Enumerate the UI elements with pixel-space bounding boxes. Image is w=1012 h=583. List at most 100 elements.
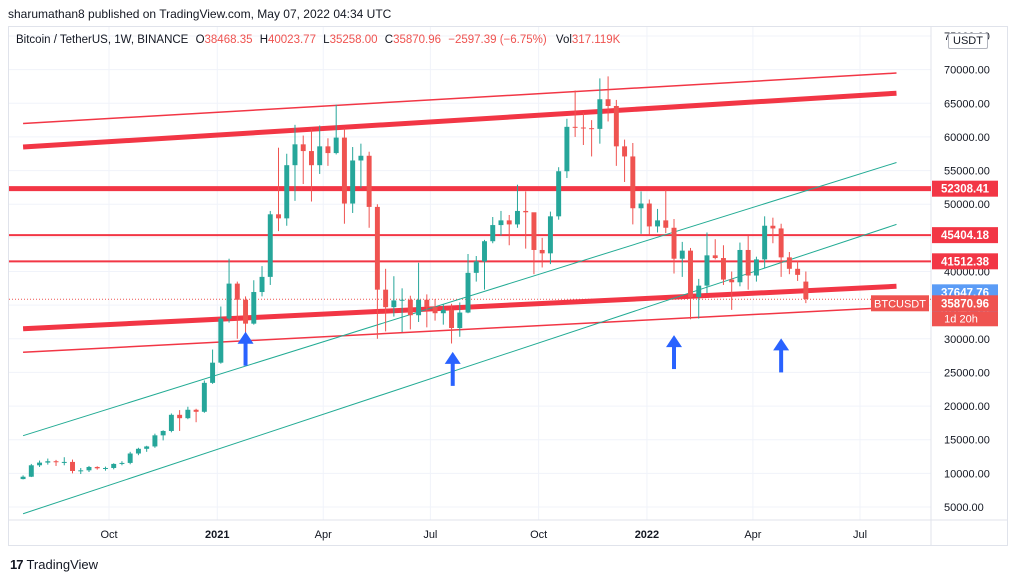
symbol-tag-box (871, 295, 929, 312)
time-tick-label: 2021 (205, 529, 229, 541)
candle-body (111, 463, 117, 468)
candle-body (490, 225, 496, 242)
price-tick-label: 25000.00 (944, 367, 990, 379)
candle-body (61, 461, 67, 463)
candle-body (514, 210, 520, 225)
candle-body (383, 289, 389, 308)
price-label-text: 45404.18 (941, 230, 990, 242)
candle-body (564, 126, 570, 172)
candle-body (704, 255, 710, 286)
candle-body (473, 261, 479, 273)
candle-body (762, 225, 768, 260)
legend-close-label: C (384, 34, 394, 46)
price-tick-label: 30000.00 (944, 334, 990, 346)
candle-body (803, 281, 809, 300)
time-tick-label: Oct (530, 529, 547, 541)
price-tick-label: 50000.00 (944, 199, 990, 211)
up-arrow-head (237, 331, 254, 344)
candle-body (168, 414, 174, 431)
candle-body (630, 156, 636, 209)
candle-body (70, 461, 75, 472)
price-label-box (932, 180, 998, 197)
published-line: sharumathan8 published on TradingView.co… (8, 7, 392, 21)
candle-body (358, 155, 364, 161)
candle-body (226, 283, 232, 319)
candle-body (135, 448, 141, 454)
candle-body (679, 250, 685, 259)
time-tick-label: Apr (744, 529, 761, 541)
candle-body (78, 470, 84, 472)
symbol-legend: Bitcoin / TetherUS, 1W, BINANCE O38468.3… (16, 34, 620, 46)
candle-body (688, 250, 693, 298)
candle-body (556, 171, 562, 217)
candle-body (605, 99, 611, 106)
price-label-text: 52308.41 (941, 184, 990, 196)
candle-body (119, 462, 125, 464)
legend-symbol: Bitcoin / TetherUS, 1W, BINANCE (16, 34, 189, 46)
candle-body (580, 127, 586, 129)
candle-body (127, 453, 133, 463)
footer-brand: TradingView (26, 557, 99, 572)
candle-body (778, 228, 784, 258)
candle-body (753, 259, 759, 276)
candle-body (729, 279, 735, 283)
time-axis: Oct 2021 Apr Jul Oct 2022 Apr Jul (100, 529, 867, 541)
time-tick-label: Jul (853, 529, 867, 541)
candle-body (506, 220, 512, 225)
legend-low-label: L (323, 34, 330, 46)
candle-body (341, 137, 347, 204)
candle-body (177, 414, 183, 419)
symbol-tag-text: BTCUSDT (874, 298, 926, 310)
price-tick-label: 10000.00 (944, 468, 990, 480)
candle-body (457, 312, 463, 329)
candle-body (193, 409, 199, 412)
tradingview-logo-icon: 17 (10, 557, 24, 572)
legend-open-label: O (195, 34, 205, 46)
candle-body (622, 146, 628, 157)
trendline-red-thick (22, 90, 897, 150)
countdown-text: 1d 20h (944, 313, 978, 325)
candle-body (251, 292, 257, 324)
candle-body (638, 203, 644, 209)
candle-body (325, 146, 331, 154)
legend-open-value: 38468.35 (204, 34, 253, 46)
legend-low-value: 35258.00 (329, 34, 378, 46)
candle-body (94, 466, 100, 469)
candle-body (465, 272, 471, 313)
candle-body (333, 137, 339, 154)
candle-body (20, 476, 26, 480)
candle-body (259, 276, 265, 293)
candle-body (218, 318, 224, 363)
candle-body (424, 299, 430, 308)
candle-body (366, 155, 372, 207)
candle-body (399, 299, 405, 301)
up-arrow-head (773, 338, 790, 351)
candle-body (86, 466, 92, 471)
candle-body (292, 144, 298, 166)
candle-body (45, 461, 51, 463)
legend-high-value: 40023.77 (268, 34, 316, 46)
currency-button[interactable]: USDT (948, 33, 988, 49)
price-axis: 5000.00 10000.00 15000.00 20000.00 25000.00 3… (944, 31, 990, 514)
candle-body (144, 446, 150, 449)
price-tick-label: 55000.00 (944, 166, 990, 178)
price-tick-label: 15000.00 (944, 435, 990, 447)
time-tick-label: Oct (100, 529, 117, 541)
price-tick-label: 60000.00 (944, 132, 990, 144)
price-tick-label: 40000.00 (944, 267, 990, 279)
candle-body (745, 249, 751, 276)
candle-body (449, 309, 455, 329)
candle-body (572, 126, 578, 128)
candle-body (37, 462, 43, 466)
candle-body (795, 268, 801, 275)
price-label-box (932, 253, 998, 270)
candle-body (350, 160, 356, 204)
candle-body (317, 146, 323, 166)
candle-body (185, 409, 191, 419)
trendline-red-thin (23, 72, 897, 125)
trendlines (9, 72, 931, 515)
candle-body (696, 285, 702, 298)
price-label-box (932, 227, 998, 244)
countdown-box (932, 311, 998, 327)
